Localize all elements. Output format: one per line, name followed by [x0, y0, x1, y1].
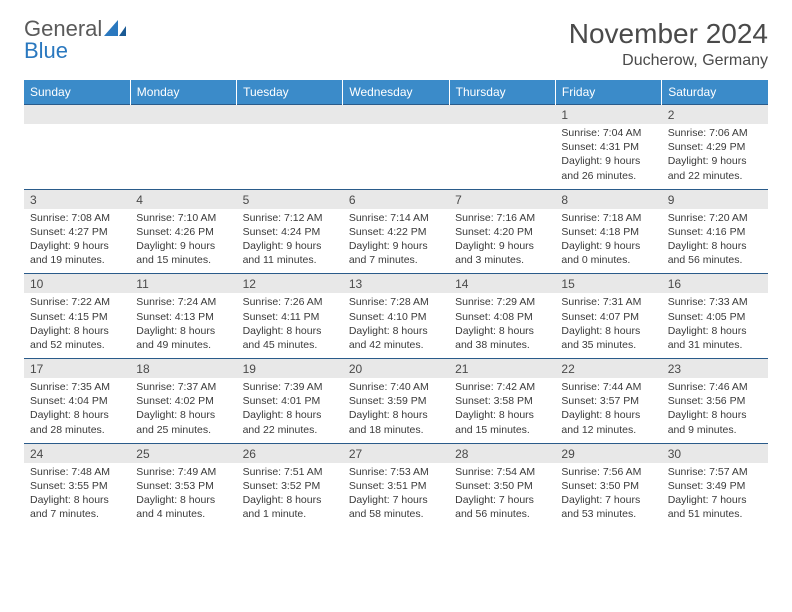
calendar-table: SundayMondayTuesdayWednesdayThursdayFrid…: [24, 80, 768, 527]
location: Ducherow, Germany: [569, 52, 768, 70]
day-header: Tuesday: [237, 80, 343, 105]
day-number: 3: [24, 189, 130, 209]
day-number: 28: [449, 443, 555, 463]
day-number: 21: [449, 359, 555, 379]
day-detail: Sunrise: 7:40 AMSunset: 3:59 PMDaylight:…: [343, 378, 449, 443]
day-header: Monday: [130, 80, 236, 105]
day-detail-row: Sunrise: 7:08 AMSunset: 4:27 PMDaylight:…: [24, 209, 768, 274]
day-number: 16: [662, 274, 768, 294]
day-detail: Sunrise: 7:10 AMSunset: 4:26 PMDaylight:…: [130, 209, 236, 274]
day-number: [24, 105, 130, 125]
day-detail: [343, 124, 449, 189]
day-detail-row: Sunrise: 7:35 AMSunset: 4:04 PMDaylight:…: [24, 378, 768, 443]
day-detail: [130, 124, 236, 189]
day-detail: Sunrise: 7:22 AMSunset: 4:15 PMDaylight:…: [24, 293, 130, 358]
day-number: 20: [343, 359, 449, 379]
day-number: 17: [24, 359, 130, 379]
day-detail: Sunrise: 7:28 AMSunset: 4:10 PMDaylight:…: [343, 293, 449, 358]
day-detail: [449, 124, 555, 189]
day-header: Friday: [555, 80, 661, 105]
day-number: 25: [130, 443, 236, 463]
day-number: 1: [555, 105, 661, 125]
day-detail: Sunrise: 7:26 AMSunset: 4:11 PMDaylight:…: [237, 293, 343, 358]
day-number-row: 12: [24, 105, 768, 125]
day-detail: Sunrise: 7:29 AMSunset: 4:08 PMDaylight:…: [449, 293, 555, 358]
day-detail: Sunrise: 7:53 AMSunset: 3:51 PMDaylight:…: [343, 463, 449, 528]
day-header-row: SundayMondayTuesdayWednesdayThursdayFrid…: [24, 80, 768, 105]
day-detail-row: Sunrise: 7:48 AMSunset: 3:55 PMDaylight:…: [24, 463, 768, 528]
header: General Blue November 2024 Ducherow, Ger…: [24, 18, 768, 70]
day-detail: Sunrise: 7:31 AMSunset: 4:07 PMDaylight:…: [555, 293, 661, 358]
day-detail: Sunrise: 7:18 AMSunset: 4:18 PMDaylight:…: [555, 209, 661, 274]
day-number: 29: [555, 443, 661, 463]
logo-sail-icon: [104, 20, 126, 36]
day-detail: Sunrise: 7:33 AMSunset: 4:05 PMDaylight:…: [662, 293, 768, 358]
day-number: 15: [555, 274, 661, 294]
day-number: [449, 105, 555, 125]
day-detail-row: Sunrise: 7:04 AMSunset: 4:31 PMDaylight:…: [24, 124, 768, 189]
logo-word2: Blue: [24, 38, 68, 63]
day-number: 7: [449, 189, 555, 209]
day-header: Thursday: [449, 80, 555, 105]
day-detail: Sunrise: 7:37 AMSunset: 4:02 PMDaylight:…: [130, 378, 236, 443]
day-detail: Sunrise: 7:20 AMSunset: 4:16 PMDaylight:…: [662, 209, 768, 274]
day-number: 2: [662, 105, 768, 125]
day-number: 12: [237, 274, 343, 294]
day-detail: [237, 124, 343, 189]
day-header: Saturday: [662, 80, 768, 105]
day-detail: Sunrise: 7:51 AMSunset: 3:52 PMDaylight:…: [237, 463, 343, 528]
day-number: 27: [343, 443, 449, 463]
day-detail: Sunrise: 7:44 AMSunset: 3:57 PMDaylight:…: [555, 378, 661, 443]
day-number-row: 10111213141516: [24, 274, 768, 294]
logo: General Blue: [24, 18, 126, 62]
day-detail: Sunrise: 7:16 AMSunset: 4:20 PMDaylight:…: [449, 209, 555, 274]
day-number: 6: [343, 189, 449, 209]
day-number: 8: [555, 189, 661, 209]
day-number: [343, 105, 449, 125]
day-number: 22: [555, 359, 661, 379]
day-number: [130, 105, 236, 125]
day-number: 11: [130, 274, 236, 294]
month-title: November 2024: [569, 18, 768, 50]
day-number: 23: [662, 359, 768, 379]
title-block: November 2024 Ducherow, Germany: [569, 18, 768, 70]
day-detail: Sunrise: 7:54 AMSunset: 3:50 PMDaylight:…: [449, 463, 555, 528]
day-number: 19: [237, 359, 343, 379]
day-detail: Sunrise: 7:56 AMSunset: 3:50 PMDaylight:…: [555, 463, 661, 528]
day-number: 5: [237, 189, 343, 209]
day-number-row: 24252627282930: [24, 443, 768, 463]
day-detail: Sunrise: 7:39 AMSunset: 4:01 PMDaylight:…: [237, 378, 343, 443]
day-detail: Sunrise: 7:49 AMSunset: 3:53 PMDaylight:…: [130, 463, 236, 528]
day-detail: Sunrise: 7:14 AMSunset: 4:22 PMDaylight:…: [343, 209, 449, 274]
day-number: 10: [24, 274, 130, 294]
day-detail: Sunrise: 7:04 AMSunset: 4:31 PMDaylight:…: [555, 124, 661, 189]
day-number: 4: [130, 189, 236, 209]
day-detail: Sunrise: 7:57 AMSunset: 3:49 PMDaylight:…: [662, 463, 768, 528]
day-number: 13: [343, 274, 449, 294]
day-number: 24: [24, 443, 130, 463]
day-number: [237, 105, 343, 125]
day-detail: Sunrise: 7:08 AMSunset: 4:27 PMDaylight:…: [24, 209, 130, 274]
day-number-row: 17181920212223: [24, 359, 768, 379]
day-number: 18: [130, 359, 236, 379]
day-detail: Sunrise: 7:46 AMSunset: 3:56 PMDaylight:…: [662, 378, 768, 443]
logo-text: General Blue: [24, 18, 126, 62]
day-detail: Sunrise: 7:06 AMSunset: 4:29 PMDaylight:…: [662, 124, 768, 189]
day-detail-row: Sunrise: 7:22 AMSunset: 4:15 PMDaylight:…: [24, 293, 768, 358]
day-number: 14: [449, 274, 555, 294]
day-header: Wednesday: [343, 80, 449, 105]
day-detail: Sunrise: 7:12 AMSunset: 4:24 PMDaylight:…: [237, 209, 343, 274]
day-detail: Sunrise: 7:24 AMSunset: 4:13 PMDaylight:…: [130, 293, 236, 358]
day-detail: Sunrise: 7:42 AMSunset: 3:58 PMDaylight:…: [449, 378, 555, 443]
day-number-row: 3456789: [24, 189, 768, 209]
day-number: 26: [237, 443, 343, 463]
day-detail: [24, 124, 130, 189]
day-header: Sunday: [24, 80, 130, 105]
day-number: 9: [662, 189, 768, 209]
day-detail: Sunrise: 7:48 AMSunset: 3:55 PMDaylight:…: [24, 463, 130, 528]
day-number: 30: [662, 443, 768, 463]
day-detail: Sunrise: 7:35 AMSunset: 4:04 PMDaylight:…: [24, 378, 130, 443]
